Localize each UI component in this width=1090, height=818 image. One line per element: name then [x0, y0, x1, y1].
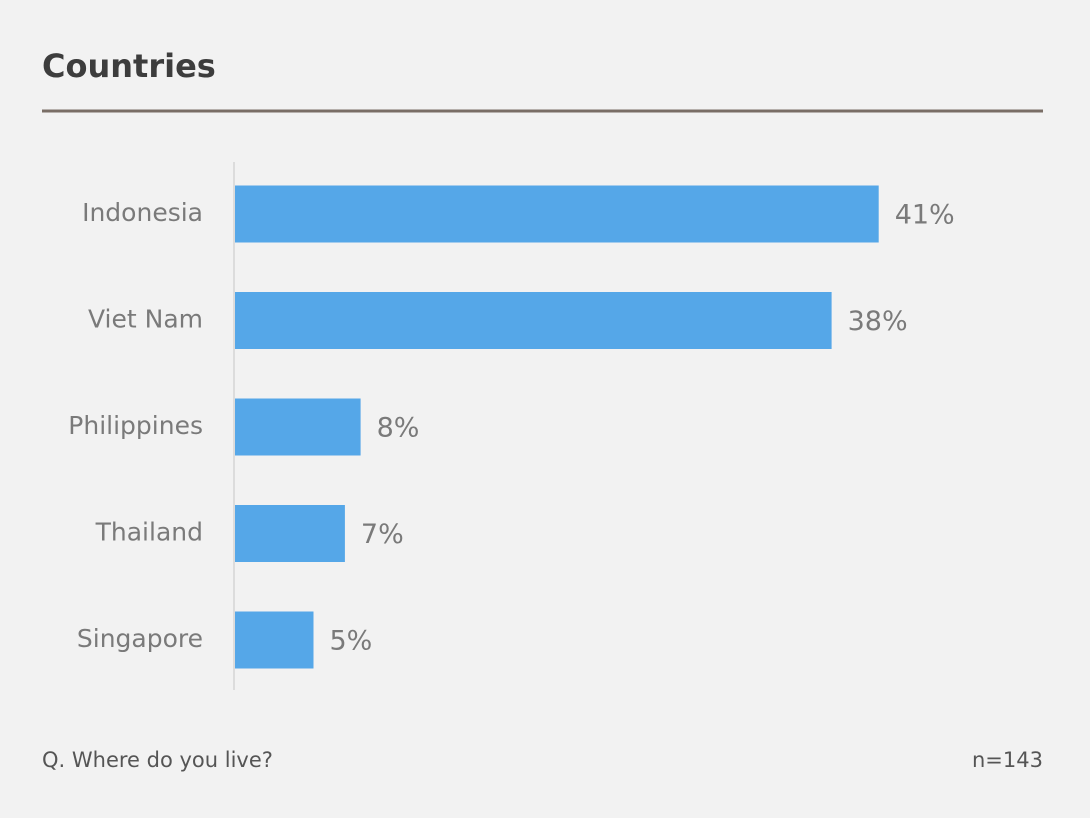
- value-label: 7%: [361, 519, 404, 550]
- value-label: 5%: [330, 626, 373, 657]
- bar: [235, 505, 345, 562]
- category-label: Philippines: [68, 411, 203, 440]
- category-label: Viet Nam: [88, 305, 203, 334]
- bar: [235, 398, 361, 456]
- bar: [235, 185, 879, 243]
- category-label: Thailand: [95, 518, 203, 547]
- category-label: Indonesia: [82, 198, 203, 227]
- bar: [235, 611, 314, 669]
- value-label: 41%: [895, 200, 955, 231]
- value-label: 38%: [848, 306, 908, 337]
- category-label: Singapore: [77, 624, 203, 653]
- value-label: 8%: [377, 413, 420, 444]
- chart-title: Countries: [42, 47, 216, 85]
- sample-size: n=143: [972, 748, 1043, 772]
- bar: [235, 292, 832, 349]
- footnote: Q. Where do you live?: [42, 748, 273, 772]
